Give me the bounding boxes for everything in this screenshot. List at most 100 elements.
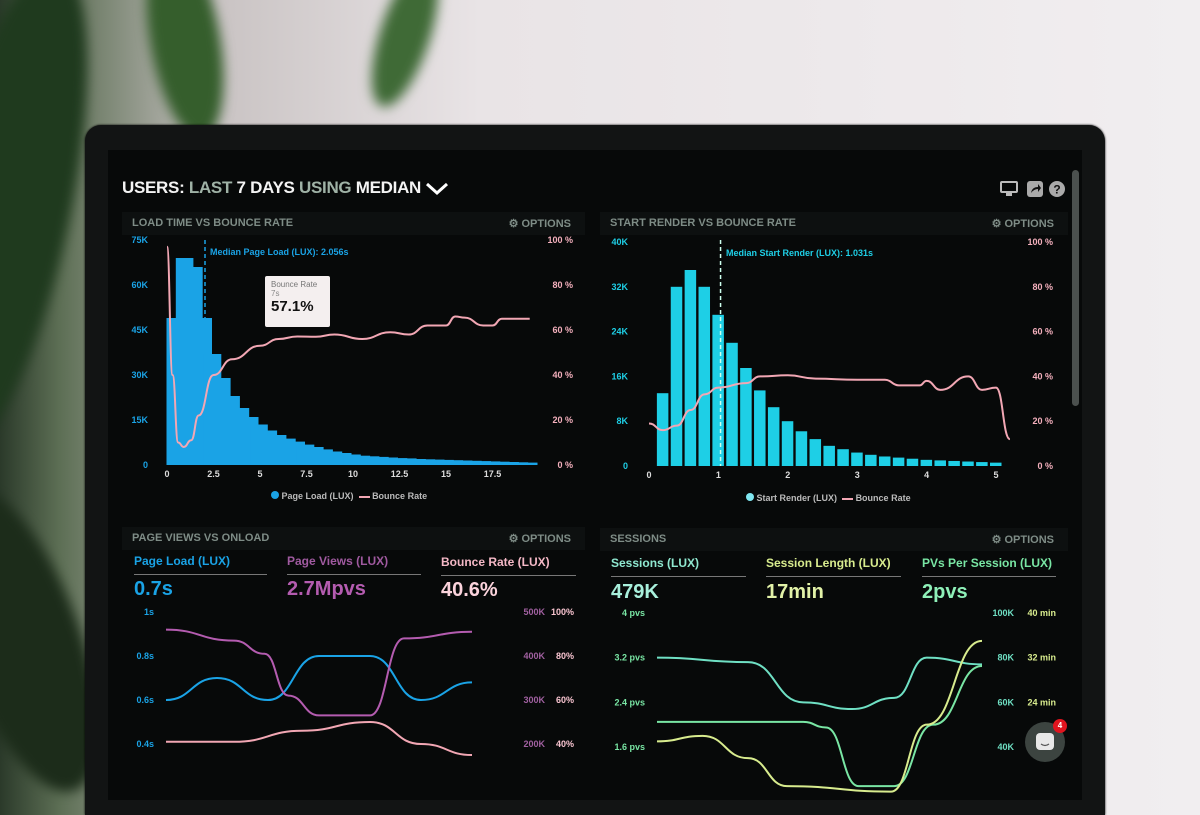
y-right-tick-label: 0 % bbox=[557, 460, 573, 470]
y-left-tick-label: 8K bbox=[616, 416, 628, 426]
series-line bbox=[165, 655, 473, 702]
bar bbox=[464, 460, 482, 465]
title-days: 7 DAYS bbox=[236, 178, 295, 197]
y-right-tick-label: 80 % bbox=[1032, 282, 1053, 292]
bar bbox=[726, 342, 738, 466]
chat-badge: 4 bbox=[1053, 719, 1067, 733]
legend-item[interactable]: Bounce Rate bbox=[372, 491, 428, 501]
legend-item[interactable]: Page Load (LUX) bbox=[281, 491, 354, 501]
y-right-tick-label: 100K bbox=[992, 608, 1014, 618]
options-label: OPTIONS bbox=[521, 218, 571, 230]
kpi-value: 2.7Mpvs bbox=[287, 578, 366, 600]
options-button[interactable]: ⚙ OPTIONS bbox=[991, 218, 1054, 230]
y-left-tick-label: 0 bbox=[623, 461, 628, 471]
bar bbox=[767, 407, 780, 466]
y-left-tick-label: 40K bbox=[611, 237, 628, 247]
bounce-rate-line bbox=[166, 245, 530, 449]
panel-header-sessions: SESSIONS ⚙ OPTIONS bbox=[600, 528, 1068, 551]
options-button[interactable]: ⚙ OPTIONS bbox=[991, 534, 1054, 546]
bar bbox=[878, 456, 891, 466]
monitor-icon[interactable] bbox=[1000, 181, 1018, 197]
y-right-tick-label: 200K bbox=[523, 739, 545, 749]
y-left-tick-label: 1.6 pvs bbox=[614, 742, 645, 752]
bar bbox=[712, 314, 724, 466]
kpi-value: 0.7s bbox=[134, 578, 173, 600]
legend-item[interactable]: Start Render (LUX) bbox=[756, 493, 838, 503]
legend-item[interactable]: Bounce Rate bbox=[855, 493, 911, 503]
x-tick-label: 12.5 bbox=[391, 469, 409, 479]
y-right-tick-label: 80 % bbox=[552, 280, 573, 290]
y-left-tick-label: 0.4s bbox=[136, 739, 154, 749]
x-tick-label: 2.5 bbox=[207, 469, 220, 479]
y-left-tick-label: 0.6s bbox=[136, 695, 154, 705]
options-button[interactable]: ⚙ OPTIONS bbox=[508, 218, 571, 230]
x-tick-label: 0 bbox=[646, 470, 651, 480]
divider bbox=[134, 574, 267, 575]
title-last: LAST bbox=[188, 178, 233, 197]
bar bbox=[754, 390, 766, 466]
y-right-tick-label: 40K bbox=[997, 742, 1014, 752]
bar bbox=[781, 421, 794, 466]
title-using: USING bbox=[299, 178, 352, 197]
kpi-label: Bounce Rate (LUX) bbox=[441, 555, 550, 569]
y-right-tick-label: 60 % bbox=[552, 325, 573, 335]
y-left-tick-label: 75K bbox=[131, 235, 148, 245]
x-tick-label: 4 bbox=[924, 470, 929, 480]
y-right-tick-label: 40 % bbox=[1032, 371, 1053, 381]
x-tick-label: 5 bbox=[257, 469, 262, 479]
x-tick-label: 17.5 bbox=[484, 469, 502, 479]
panel-header-views: PAGE VIEWS VS ONLOAD ⚙ OPTIONS bbox=[122, 527, 585, 550]
scrollbar[interactable] bbox=[1072, 170, 1079, 406]
kpi-value: 479K bbox=[611, 581, 659, 603]
y-right-tick-label: 500K bbox=[523, 607, 545, 617]
y-right-tick-label: 100% bbox=[551, 607, 574, 617]
kpi-label: Page Load (LUX) bbox=[134, 554, 231, 568]
panel-title: SESSIONS bbox=[610, 533, 667, 545]
y-left-tick-label: 15K bbox=[131, 415, 148, 425]
title-users: USERS: bbox=[122, 178, 185, 197]
page-title[interactable]: USERS: LAST 7 DAYS USING MEDIAN bbox=[122, 178, 449, 198]
bar bbox=[482, 461, 501, 465]
panel-header-load: LOAD TIME VS BOUNCE RATE ⚙ OPTIONS bbox=[122, 212, 585, 235]
bar bbox=[962, 461, 974, 466]
legend-dot-icon bbox=[271, 491, 279, 499]
panel-title: PAGE VIEWS VS ONLOAD bbox=[132, 532, 270, 544]
bar bbox=[948, 460, 960, 466]
x-tick-label: 10 bbox=[348, 469, 358, 479]
help-icon[interactable]: ? bbox=[1049, 181, 1065, 197]
x-tick-label: 2 bbox=[785, 470, 790, 480]
y-right-tick-label: 400K bbox=[523, 651, 545, 661]
divider bbox=[441, 575, 576, 576]
tooltip-label: Bounce Rate bbox=[271, 280, 318, 289]
median-label: Median Start Render (LUX): 1.031s bbox=[726, 248, 874, 258]
bar bbox=[865, 454, 877, 466]
bar bbox=[823, 445, 835, 466]
divider bbox=[287, 574, 421, 575]
series-line bbox=[166, 720, 473, 756]
y-right-tick-label: 40 min bbox=[1027, 608, 1056, 618]
plant-leaf bbox=[133, 0, 237, 145]
y-right-tick-label: 80% bbox=[556, 651, 574, 661]
bar bbox=[492, 461, 510, 465]
options-label: OPTIONS bbox=[1004, 534, 1054, 546]
y-left-tick-label: 3.2 pvs bbox=[614, 653, 645, 663]
options-button[interactable]: ⚙ OPTIONS bbox=[508, 533, 571, 545]
kpi-value: 2pvs bbox=[922, 581, 968, 603]
kpi-value: 17min bbox=[766, 581, 824, 603]
chevron-down-icon[interactable] bbox=[425, 182, 449, 196]
chat-button[interactable]: 4 bbox=[1025, 719, 1067, 762]
y-right-tick-label: 0 % bbox=[1037, 461, 1053, 471]
bar bbox=[343, 454, 361, 465]
legend-line-icon bbox=[358, 495, 370, 498]
bar bbox=[990, 462, 1002, 466]
bar bbox=[906, 458, 919, 466]
bar bbox=[436, 459, 454, 465]
bar bbox=[380, 457, 398, 465]
legend-line-icon bbox=[842, 497, 854, 500]
bar bbox=[426, 459, 445, 465]
share-icon[interactable] bbox=[1027, 181, 1043, 197]
y-left-tick-label: 45K bbox=[131, 325, 148, 335]
bar bbox=[454, 460, 473, 465]
y-right-tick-label: 40 % bbox=[552, 370, 573, 380]
y-left-tick-label: 60K bbox=[131, 280, 148, 290]
